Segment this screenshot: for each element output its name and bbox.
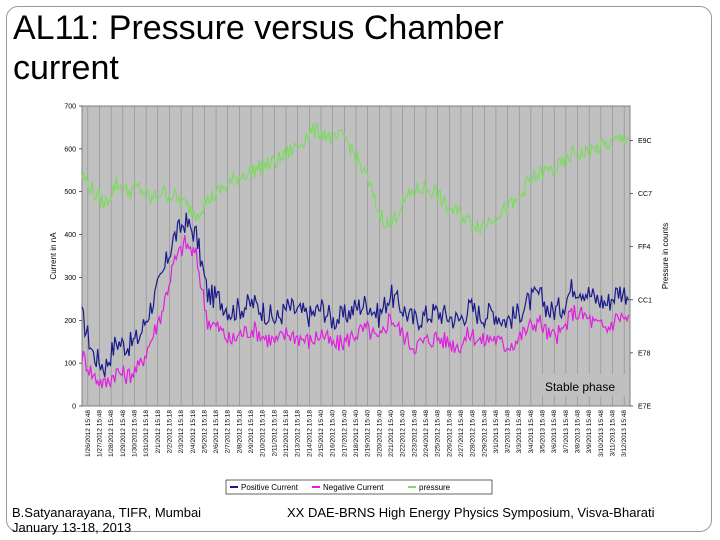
y2-tick-label: CC1	[638, 297, 652, 304]
stable-phase-annotation: Stable phase	[532, 374, 628, 396]
y-tick-label: 100	[64, 361, 76, 368]
slide-frame	[6, 6, 712, 532]
x-tick-label: 2/13/2012 15:18	[295, 410, 302, 457]
x-tick-label: 3/3/2013 15:48	[516, 410, 523, 454]
x-tick-label: 2/23/2012 15:48	[411, 410, 418, 457]
title-line-1: AL11: Pressure versus Chamber	[13, 9, 504, 47]
x-tick-label: 3/5/2013 15:48	[540, 410, 547, 454]
series-layer	[81, 122, 630, 389]
x-tick-label: 1/28/2012 15:48	[108, 410, 115, 457]
x-tick-label: 2/2/2012 15:18	[166, 410, 173, 454]
y2-tick-label: FF4	[638, 244, 651, 251]
series-line-positive-current	[81, 212, 630, 378]
x-tick-label: 2/11/2012 15:18	[271, 410, 278, 457]
x-tick-label: 2/20/2012 15:40	[376, 410, 383, 457]
x-tick-label: 1/31/2012 15:18	[143, 410, 150, 457]
footer-left: B.Satyanarayana, TIFR, Mumbai January 13…	[12, 505, 201, 535]
x-tick-label: 2/18/2012 15:40	[353, 410, 360, 457]
x-tick-label: 3/12/2013 15:48	[621, 410, 628, 457]
legend-label-1: Negative Current	[323, 483, 384, 492]
x-tick-label: 3/4/2013 15:48	[528, 410, 535, 454]
y-tick-label: 200	[64, 318, 76, 325]
x-tick-label: 2/27/2012 15:48	[458, 410, 465, 457]
y2-tick-label: CC7	[638, 191, 652, 198]
x-tick-label: 1/30/2012 15:48	[131, 410, 138, 457]
x-tick-label: 3/11/2013 15:48	[610, 410, 617, 457]
chart: 0 100 200 300 400 500 600 700 E7E E78 CC1 FF4 CC7 E9…	[40, 100, 680, 500]
y-tick-label: 300	[64, 275, 76, 282]
legend-label-2: pressure	[419, 483, 451, 492]
y2-tick-label: E7E	[638, 404, 652, 411]
x-tick-label: 3/8/2013 15:48	[575, 410, 582, 454]
annotation-box	[532, 374, 628, 396]
y-axis-ticks: 0 100 200 300 400 500 600 700	[64, 104, 82, 411]
y2-axis-label: Pressure in counts	[661, 223, 670, 289]
x-tick-label: 2/3/2012 15:18	[178, 410, 185, 454]
x-tick-label: 1/29/2012 15:48	[120, 410, 127, 457]
x-tick-label: 2/4/2012 15:18	[190, 410, 197, 454]
x-tick-label: 2/7/2012 15:18	[225, 410, 232, 454]
x-tick-label: 2/28/2012 15:48	[470, 410, 477, 457]
annotation-text: Stable phase	[545, 380, 615, 394]
y-tick-label: 700	[64, 104, 76, 111]
legend-box	[225, 479, 493, 495]
slide-title: AL11: Pressure versus Chamber current	[13, 8, 613, 88]
gridlines	[87, 106, 625, 406]
series-line-negative-current	[81, 235, 630, 389]
x-tick-label: 2/26/2012 15:48	[446, 410, 453, 457]
y-tick-label: 600	[64, 146, 76, 153]
y2-tick-label: E9C	[638, 138, 652, 145]
x-tick-label: 2/15/2012 15:40	[318, 410, 325, 457]
y-tick-label: 500	[64, 189, 76, 196]
x-tick-label: 3/10/2013 15:48	[598, 410, 605, 457]
x-tick-label: 2/16/2012 15:40	[330, 410, 337, 457]
y2-tick-label: E78	[638, 350, 651, 357]
y-tick-label: 400	[64, 232, 76, 239]
x-tick-label: 2/10/2012 15:18	[260, 410, 267, 457]
y2-axis-ticks: E7E E78 CC1 FF4 CC7 E9C	[630, 138, 652, 411]
series-line-pressure	[81, 122, 630, 236]
title-line-2: current	[13, 49, 119, 87]
x-tick-label: 2/12/2012 15:18	[283, 410, 290, 457]
x-tick-label: 1/26/2012 15:48	[85, 410, 92, 457]
y-tick-label: 0	[72, 404, 76, 411]
x-tick-label: 1/27/2012 15:48	[96, 410, 103, 457]
y-axis-label: Current in nA	[49, 232, 58, 280]
x-tick-label: 2/22/2012 15:40	[400, 410, 407, 457]
x-tick-label: 3/1/2013 15:48	[493, 410, 500, 454]
x-tick-label: 2/17/2012 15:40	[341, 410, 348, 457]
footer-right: XX DAE-BRNS High Energy Physics Symposiu…	[287, 505, 655, 520]
x-axis-ticks: 1/26/2012 15:48 1/27/2012 15:48 1/28/2012 …	[85, 410, 628, 457]
footer-date: January 13-18, 2013	[12, 520, 132, 535]
x-tick-label: 2/25/2012 15:48	[435, 410, 442, 457]
x-tick-label: 2/8/2012 15:18	[236, 410, 243, 454]
x-tick-label: 2/6/2012 15:18	[213, 410, 220, 454]
x-tick-label: 2/24/2012 15:48	[423, 410, 430, 457]
x-tick-label: 3/6/2013 15:48	[551, 410, 558, 454]
x-tick-label: 2/29/2012 15:48	[481, 410, 488, 457]
x-tick-label: 2/19/2012 15:40	[365, 410, 372, 457]
x-tick-label: 2/1/2012 15:18	[155, 410, 162, 454]
x-tick-label: 3/2/2013 15:48	[505, 410, 512, 454]
footer-author: B.Satyanarayana, TIFR, Mumbai	[12, 505, 202, 520]
legend-label-0: Positive Current	[241, 483, 299, 492]
x-tick-label: 3/7/2013 15:48	[563, 410, 570, 454]
x-tick-label: 2/9/2012 15:18	[248, 410, 255, 454]
x-tick-label: 2/21/2012 15:40	[388, 410, 395, 457]
x-tick-label: 2/5/2012 15:18	[201, 410, 208, 454]
x-tick-label: 2/14/2012 15:18	[306, 410, 313, 457]
x-tick-label: 3/9/2013 15:48	[586, 410, 593, 454]
legend: Positive Current Negative Current pressure	[225, 479, 493, 495]
